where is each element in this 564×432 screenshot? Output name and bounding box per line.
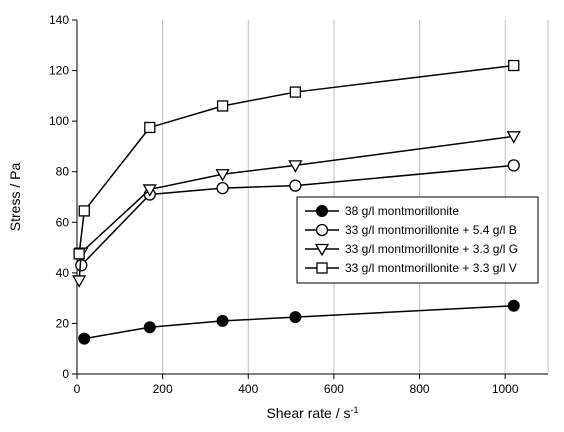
x-tick-labels: 0 200 400 600 800 1000 <box>74 382 519 396</box>
y-tick-labels: 0 20 40 60 80 100 120 140 <box>49 13 69 381</box>
x-axis-title-text: Shear rate / s <box>266 405 350 421</box>
y-tick-label: 100 <box>49 114 69 128</box>
legend-label: 33 g/l montmorillonite + 3.3 g/l G <box>345 242 518 256</box>
y-tick-label: 140 <box>49 13 69 27</box>
data-point <box>215 169 230 182</box>
y-tick-label: 40 <box>56 266 70 280</box>
legend-label: 38 g/l montmorillonite <box>345 204 459 218</box>
series-line <box>78 64 514 254</box>
data-point <box>288 160 303 173</box>
x-tick-label: 600 <box>324 382 344 396</box>
y-tick-label: 80 <box>56 165 70 179</box>
data-point <box>144 121 156 134</box>
y-tick-label: 0 <box>62 367 69 381</box>
legend-swatch-marker <box>314 243 330 257</box>
legend-label: 33 g/l montmorillonite + 5.4 g/l B <box>345 223 517 237</box>
data-point <box>143 321 156 334</box>
data-point <box>507 159 520 172</box>
x-tick-label: 800 <box>410 382 430 396</box>
y-tick-label: 120 <box>49 64 69 78</box>
y-tick-label: 60 <box>56 215 70 229</box>
y-tick-label: 20 <box>56 316 70 330</box>
series-1 <box>78 299 520 345</box>
data-point <box>508 59 520 72</box>
data-point <box>73 248 85 260</box>
x-axis-title: Shear rate / s-1 <box>266 405 358 421</box>
data-point <box>289 179 302 192</box>
x-tick-label: 400 <box>238 382 258 396</box>
x-axis-title-superscript: -1 <box>351 405 359 415</box>
legend-item: 33 g/l montmorillonite + 5.4 g/l B <box>305 223 517 237</box>
data-point <box>507 299 520 312</box>
data-point <box>72 275 87 288</box>
series-4 <box>73 59 520 260</box>
x-tick-label: 1000 <box>492 382 519 396</box>
legend-swatch-marker <box>316 262 328 274</box>
data-point <box>78 332 91 345</box>
y-axis-title: Stress / Pa <box>7 163 23 232</box>
data-point <box>142 184 157 197</box>
x-tick-label: 200 <box>153 382 173 396</box>
x-tick-label: 0 <box>74 382 81 396</box>
legend-item: 33 g/l montmorillonite + 3.3 g/l G <box>305 242 518 257</box>
data-point <box>78 205 90 217</box>
legend-item: 33 g/l montmorillonite + 3.3 g/l V <box>305 261 517 275</box>
legend-label: 33 g/l montmorillonite + 3.3 g/l V <box>345 261 517 275</box>
series-group <box>72 59 521 345</box>
axes <box>72 19 548 379</box>
data-point <box>216 181 229 195</box>
data-point <box>289 311 302 324</box>
data-point <box>216 314 229 327</box>
legend-swatch-marker <box>315 223 329 237</box>
data-point <box>289 86 302 98</box>
legend: 38 g/l montmorillonite 33 g/l montmorillo… <box>296 196 539 284</box>
legend-item: 38 g/l montmorillonite <box>305 204 459 218</box>
data-point <box>506 131 521 144</box>
legend-swatch-marker <box>316 205 328 217</box>
data-point <box>216 100 229 112</box>
